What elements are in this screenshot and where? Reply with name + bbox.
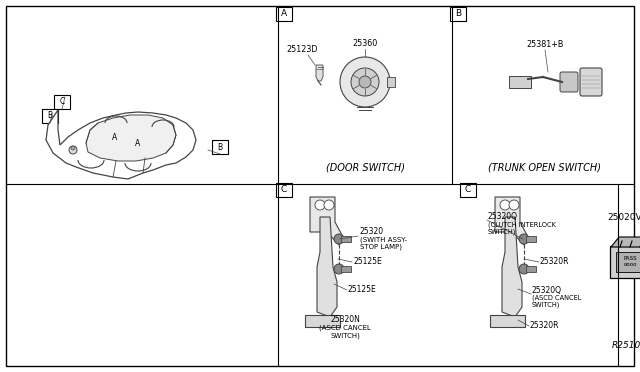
Text: A: A xyxy=(113,132,118,141)
Text: (CLUTCH INTERLOCK: (CLUTCH INTERLOCK xyxy=(488,222,556,228)
Circle shape xyxy=(315,200,325,210)
Circle shape xyxy=(340,57,390,107)
Bar xyxy=(526,236,536,242)
Circle shape xyxy=(519,264,529,274)
Text: B: B xyxy=(218,142,223,151)
Circle shape xyxy=(359,76,371,88)
Text: (ASCD CANCEL: (ASCD CANCEL xyxy=(532,295,581,301)
Text: 25320R: 25320R xyxy=(530,321,559,330)
Circle shape xyxy=(324,200,334,210)
FancyBboxPatch shape xyxy=(560,72,578,92)
Text: 25125E: 25125E xyxy=(348,285,377,295)
Text: 25381+B: 25381+B xyxy=(526,40,564,49)
Text: 25320N: 25320N xyxy=(330,315,360,324)
Text: oooo: oooo xyxy=(623,263,637,267)
Text: 25123D: 25123D xyxy=(286,45,317,54)
Text: 25125E: 25125E xyxy=(353,257,381,266)
Polygon shape xyxy=(502,217,522,317)
Polygon shape xyxy=(490,315,525,327)
Circle shape xyxy=(509,200,519,210)
FancyBboxPatch shape xyxy=(212,140,228,154)
Text: (DOOR SWITCH): (DOOR SWITCH) xyxy=(326,162,404,172)
Bar xyxy=(341,236,351,242)
FancyBboxPatch shape xyxy=(610,246,640,278)
Polygon shape xyxy=(310,197,343,245)
Polygon shape xyxy=(316,65,323,81)
Text: 25320R: 25320R xyxy=(540,257,570,266)
FancyBboxPatch shape xyxy=(54,95,70,109)
Bar xyxy=(341,266,351,272)
Text: A: A xyxy=(281,10,287,19)
Text: SWITCH): SWITCH) xyxy=(488,229,516,235)
Text: 25320: 25320 xyxy=(360,228,384,237)
Circle shape xyxy=(334,234,344,244)
Circle shape xyxy=(500,200,510,210)
Text: 25360: 25360 xyxy=(353,39,378,48)
FancyBboxPatch shape xyxy=(42,109,58,123)
Polygon shape xyxy=(611,237,640,247)
Text: R251008V: R251008V xyxy=(612,341,640,350)
Polygon shape xyxy=(86,115,176,161)
Polygon shape xyxy=(305,315,340,327)
Text: C: C xyxy=(60,97,65,106)
Circle shape xyxy=(519,234,529,244)
Text: (ASCD CANCEL: (ASCD CANCEL xyxy=(319,325,371,331)
FancyBboxPatch shape xyxy=(130,137,146,151)
Text: (TRUNK OPEN SWITCH): (TRUNK OPEN SWITCH) xyxy=(488,162,602,172)
FancyBboxPatch shape xyxy=(276,183,292,197)
Bar xyxy=(387,77,395,87)
Bar xyxy=(526,266,536,272)
Text: C: C xyxy=(281,186,287,195)
Text: PASS: PASS xyxy=(623,256,637,260)
FancyBboxPatch shape xyxy=(276,7,292,21)
Text: (SWITH ASSY-: (SWITH ASSY- xyxy=(360,237,407,243)
FancyBboxPatch shape xyxy=(450,7,466,21)
Text: A: A xyxy=(136,140,141,148)
FancyBboxPatch shape xyxy=(107,130,123,144)
Text: SWITCH): SWITCH) xyxy=(532,302,561,308)
Text: B: B xyxy=(455,10,461,19)
Polygon shape xyxy=(495,197,528,245)
Polygon shape xyxy=(317,217,337,317)
Bar xyxy=(616,252,640,272)
FancyBboxPatch shape xyxy=(509,76,531,88)
Circle shape xyxy=(71,146,75,150)
Text: 25020V: 25020V xyxy=(608,212,640,221)
FancyBboxPatch shape xyxy=(460,183,476,197)
Circle shape xyxy=(351,68,379,96)
Text: STOP LAMP): STOP LAMP) xyxy=(360,244,402,250)
FancyBboxPatch shape xyxy=(580,68,602,96)
Text: SWITCH): SWITCH) xyxy=(330,333,360,339)
Text: 25320Q: 25320Q xyxy=(488,212,518,221)
Circle shape xyxy=(334,264,344,274)
Text: 25320Q: 25320Q xyxy=(532,285,562,295)
Polygon shape xyxy=(46,110,196,179)
Text: B: B xyxy=(47,112,52,121)
Text: C: C xyxy=(465,186,471,195)
Circle shape xyxy=(69,146,77,154)
